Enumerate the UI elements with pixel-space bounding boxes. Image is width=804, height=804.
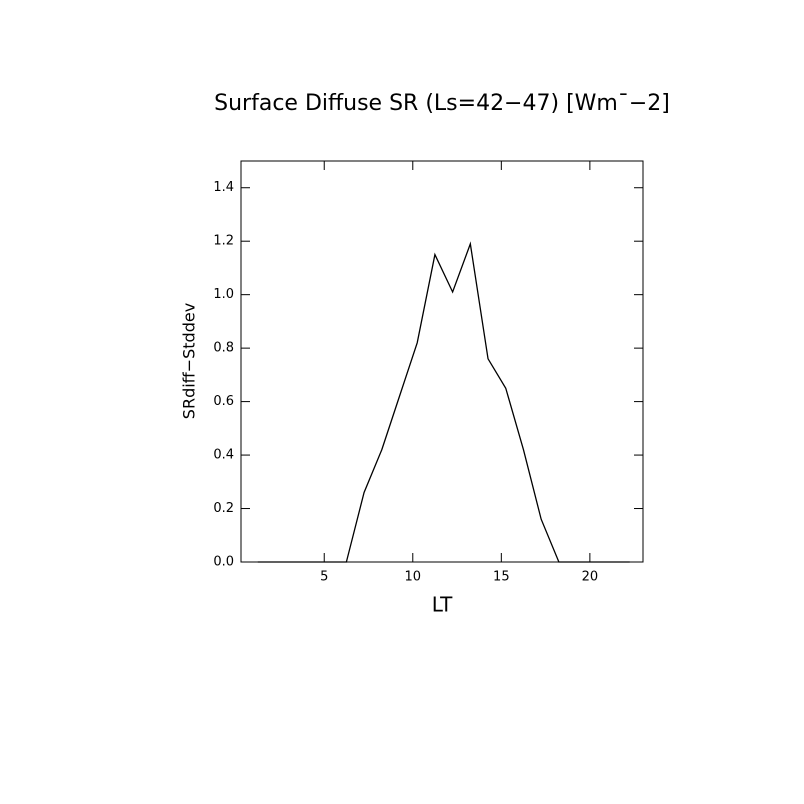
y-tick-label: 0.0: [213, 555, 234, 570]
data-line: [257, 241, 630, 563]
y-tick-label: 1.4: [213, 180, 234, 195]
x-tick-label: 15: [493, 570, 510, 585]
x-axis-label: LT: [432, 593, 453, 617]
plot-frame: [240, 160, 644, 563]
x-tick-label: 5: [320, 570, 328, 585]
y-tick-label: 0.6: [213, 394, 234, 409]
x-tick-label: 20: [582, 570, 599, 585]
y-axis-label: SRdiff−Stddev: [180, 303, 199, 419]
y-tick-label: 1.2: [213, 234, 234, 249]
chart-title: Surface Diffuse SR (Ls=42−47) [Wm¯−2]: [214, 91, 670, 116]
y-tick-label: 0.4: [213, 448, 234, 463]
x-tick-label: 10: [405, 570, 422, 585]
y-tick-label: 0.2: [213, 501, 234, 516]
y-tick-label: 0.8: [213, 341, 234, 356]
y-tick-label: 1.0: [213, 287, 234, 302]
